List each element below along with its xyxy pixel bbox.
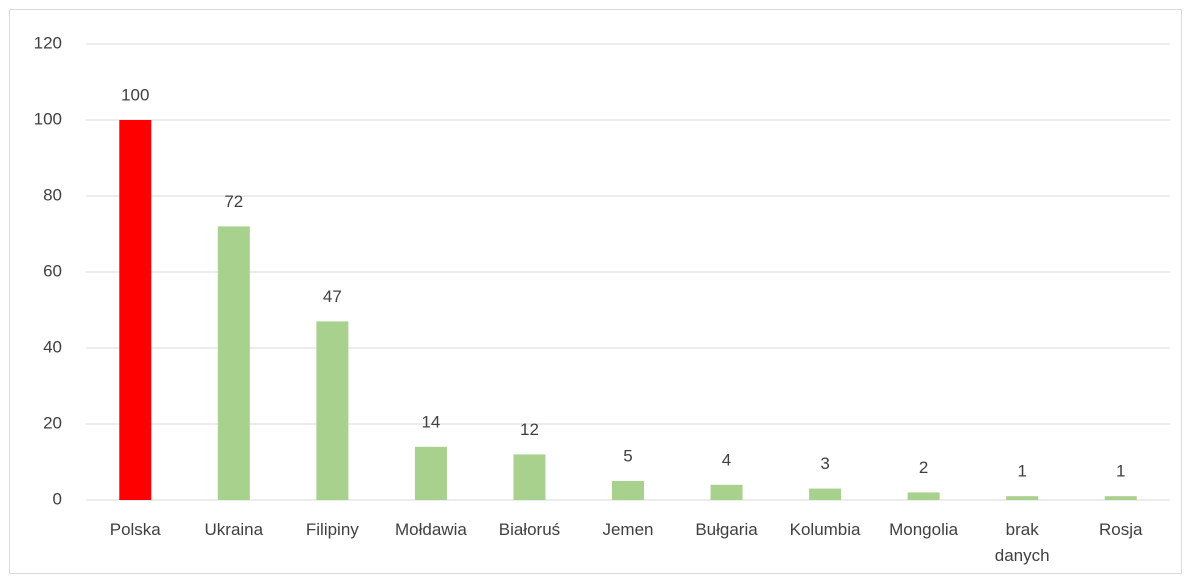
x-tick-label: Filipiny <box>305 520 359 539</box>
x-tick-label: Jemen <box>602 520 654 539</box>
data-label: 1 <box>1116 462 1125 481</box>
x-tick-label: brak danych <box>994 520 1050 565</box>
data-label: 3 <box>820 454 829 473</box>
bar <box>316 321 349 500</box>
y-tick-label: 120 <box>34 33 62 52</box>
bar <box>809 488 842 500</box>
bar <box>1104 496 1137 500</box>
y-tick-label: 0 <box>53 489 62 508</box>
data-label: 5 <box>623 446 632 465</box>
bar <box>119 120 152 500</box>
data-label: 47 <box>323 287 342 306</box>
x-tick-label: Bułgaria <box>695 520 758 539</box>
y-tick-label: 20 <box>43 413 62 432</box>
x-tick-label: Mołdawia <box>394 520 467 539</box>
x-tick-label: Polska <box>109 520 161 539</box>
data-label: 14 <box>421 412 440 431</box>
chart-border <box>9 9 1182 574</box>
bar <box>612 481 644 500</box>
x-tick-label: Ukraina <box>204 520 264 539</box>
x-tick-label: Białoruś <box>498 520 561 539</box>
x-tick-label: Mongolia <box>889 520 959 539</box>
x-tick-label: Rosja <box>1098 520 1143 539</box>
data-label: 12 <box>520 420 539 439</box>
data-label: 4 <box>722 450 731 469</box>
data-label: 2 <box>919 458 928 477</box>
bar <box>217 226 250 500</box>
y-tick-label: 60 <box>43 261 62 280</box>
bar <box>710 484 743 500</box>
data-label: 100 <box>121 85 149 104</box>
bar <box>414 446 447 500</box>
bar <box>1006 496 1039 500</box>
bar <box>513 454 546 500</box>
data-label: 72 <box>224 192 243 211</box>
y-tick-label: 80 <box>43 185 62 204</box>
bar <box>907 492 940 500</box>
y-tick-label: 100 <box>34 109 62 128</box>
y-tick-label: 40 <box>43 337 62 356</box>
data-label: 1 <box>1017 462 1026 481</box>
x-tick-label: Kolumbia <box>789 520 861 539</box>
